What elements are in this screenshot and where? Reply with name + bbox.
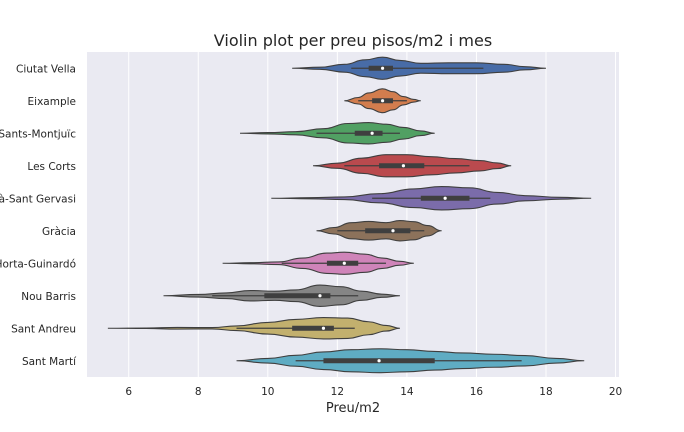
violin-median-dot xyxy=(342,261,346,265)
violin-median-dot xyxy=(380,66,385,70)
x-tick-label: 14 xyxy=(400,386,414,398)
x-tick-label: 18 xyxy=(539,386,552,398)
grid-lines xyxy=(128,52,617,377)
violin-median-dot xyxy=(380,99,385,103)
violin-median-dot xyxy=(318,294,322,298)
violins xyxy=(107,56,592,374)
x-tick-label: 20 xyxy=(609,386,622,398)
y-category-label: Sarrià-Sant Gervasi xyxy=(0,193,76,205)
x-axis-label: Preu/m2 xyxy=(326,401,380,416)
y-category-label: Sant Andreu xyxy=(11,323,76,335)
y-category-label: Eixample xyxy=(28,96,76,108)
violin-iqr-box xyxy=(365,228,411,234)
x-tick-label: 10 xyxy=(261,386,274,398)
violin-iqr-box xyxy=(354,130,383,136)
x-tick-label: 16 xyxy=(470,386,484,398)
y-category-label: Sants-Montjuïc xyxy=(0,128,76,140)
x-tick-label: 8 xyxy=(195,386,202,398)
violin-median-dot xyxy=(391,229,395,233)
violin-iqr-box xyxy=(264,293,331,299)
violin-iqr-box xyxy=(368,65,393,71)
violin-iqr-box xyxy=(326,260,359,266)
x-tick-label: 12 xyxy=(331,386,344,398)
y-category-label: Nou Barris xyxy=(21,291,76,303)
violin-median-dot xyxy=(370,131,374,135)
axes: 6 8 10 12 14 16 18 20 Ciutat Vella Eixample Sants-… xyxy=(0,63,622,398)
violin-median-dot xyxy=(443,196,447,200)
y-category-label: Sant Martí xyxy=(22,356,77,368)
y-category-label: Gràcia xyxy=(42,226,76,238)
violin-median-dot xyxy=(321,326,326,330)
y-category-label: Les Corts xyxy=(27,161,76,173)
violin-iqr-box xyxy=(379,163,425,169)
y-category-label: Horta-Guinardó xyxy=(0,258,76,270)
chart-title: Violin plot per preu pisos/m2 i mes xyxy=(214,31,492,50)
x-tick-label: 6 xyxy=(125,386,132,398)
violin-median-dot xyxy=(401,164,406,168)
y-category-label: Ciutat Vella xyxy=(16,63,76,75)
violin-iqr-box xyxy=(292,325,334,331)
violin-median-dot xyxy=(377,359,381,363)
